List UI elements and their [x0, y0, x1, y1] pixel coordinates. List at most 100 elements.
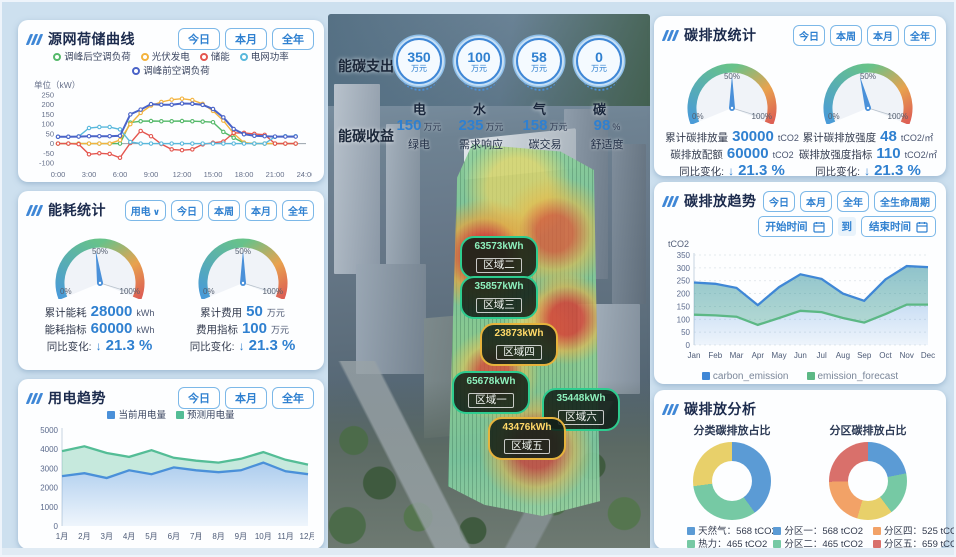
legend-item[interactable]: 光伏发电 — [140, 51, 190, 64]
legend-item[interactable]: 分区五：659 tCO2 — [873, 538, 956, 551]
legend-label: 分区一：568 tCO2 — [784, 526, 863, 537]
range-button-today[interactable]: 今日 — [171, 199, 203, 221]
range-button-year[interactable]: 全年 — [272, 387, 314, 409]
svg-text:Feb: Feb — [708, 351, 722, 360]
svg-text:Jan: Jan — [688, 351, 701, 360]
range-button-year[interactable]: 全年 — [904, 24, 936, 46]
stat-label: 碳排放强度指标 — [798, 149, 873, 161]
zone-label-3[interactable]: 35857kWh 区域三 — [460, 276, 538, 319]
legend-marker — [140, 53, 149, 61]
calendar-icon — [812, 221, 825, 233]
svg-text:Sep: Sep — [857, 351, 872, 360]
building-block — [612, 144, 646, 304]
legend-marker — [773, 527, 782, 535]
legend-marker — [107, 411, 116, 419]
panel-title-icon — [661, 29, 680, 41]
zone-label-4[interactable]: 23873kWh 区域四 — [480, 323, 558, 366]
legend-label: 分区五：659 tCO2 — [884, 539, 956, 550]
range-button-today[interactable]: 今日 — [763, 190, 795, 212]
legend-marker — [132, 67, 141, 75]
legend-item[interactable]: 预测用电量 — [176, 409, 235, 422]
stat-value: 110 — [876, 145, 901, 162]
legend-marker — [239, 53, 248, 61]
zone-label-5[interactable]: 43476kWh 区域五 — [488, 417, 566, 460]
range-button-month[interactable]: 本月 — [867, 24, 899, 46]
range-button-today[interactable]: 今日 — [178, 387, 220, 409]
range-button-month[interactable]: 本月 — [225, 387, 267, 409]
range-button-week[interactable]: 本周 — [830, 24, 862, 46]
kpi-circle-electricity[interactable]: 350 万元 — [396, 38, 442, 91]
zone-name: 区域二 — [476, 258, 522, 273]
legend-label: 电网功率 — [250, 52, 289, 63]
legend-marker — [806, 372, 815, 380]
kpi-value: 58 — [531, 48, 547, 65]
range-button-year[interactable]: 全年 — [282, 199, 314, 221]
revenue-value: 235 — [458, 117, 484, 134]
legend-item[interactable]: 分区二：465 tCO2 — [773, 538, 863, 551]
svg-text:3000: 3000 — [40, 464, 58, 473]
panel-title-icon — [25, 392, 44, 404]
kpi-circle-water[interactable]: 100 万元 — [456, 38, 502, 91]
legend-item[interactable]: 当前用电量 — [107, 409, 166, 422]
revenue-value: 98 — [593, 117, 611, 134]
stat-value: 21.3 % — [738, 162, 785, 179]
legend-item[interactable]: 分区一：568 tCO2 — [773, 525, 863, 538]
range-button-week[interactable]: 本周 — [208, 199, 240, 221]
svg-text:0%: 0% — [60, 287, 72, 296]
revenue-item: 98% 舒适度 — [572, 117, 642, 152]
panel-title: 碳排放统计 — [684, 27, 757, 43]
kpi-circle-carbon[interactable]: 0 万元 — [576, 38, 622, 91]
kpi-value: 100 — [467, 48, 491, 65]
legend-item[interactable]: 电网功率 — [239, 51, 289, 64]
legend-marker — [687, 540, 696, 548]
revenue-item: 158 万元 碳交易 — [510, 117, 580, 152]
svg-text:Jul: Jul — [817, 351, 827, 360]
range-button-year[interactable]: 全年 — [837, 190, 869, 212]
building-block — [334, 84, 380, 274]
stat-label: 同比变化: — [46, 341, 92, 353]
legend-label: 调峰前空调负荷 — [143, 66, 210, 77]
legend-item[interactable]: carbon_emission — [701, 370, 789, 383]
start-time-picker[interactable]: 开始时间 — [757, 216, 833, 237]
stat-label: 同比变化: — [189, 341, 235, 353]
kpi-circle-gas[interactable]: 58 万元 — [516, 38, 562, 91]
range-button-month[interactable]: 本月 — [225, 28, 267, 50]
zone-energy-value: 35448kWh — [556, 393, 606, 404]
zone-label-2[interactable]: 63573kWh 区域二 — [460, 236, 538, 279]
svg-text:0: 0 — [50, 139, 54, 148]
zone-label-1[interactable]: 65678kWh 区域一 — [452, 371, 530, 414]
svg-text:12:00: 12:00 — [173, 170, 192, 179]
range-button-month[interactable]: 本月 — [245, 199, 277, 221]
end-time-picker[interactable]: 结束时间 — [861, 216, 936, 237]
svg-text:100: 100 — [41, 120, 54, 129]
range-button-year[interactable]: 全年 — [272, 28, 314, 50]
legend-item[interactable]: 储能 — [199, 51, 230, 64]
svg-text:-100: -100 — [39, 159, 54, 168]
legend-item[interactable]: emission_forecast — [806, 370, 898, 383]
svg-text:-50: -50 — [43, 149, 54, 158]
kpi-unit: 万元 — [471, 63, 487, 73]
legend-item[interactable]: 热力：465 tCO2 — [687, 538, 777, 551]
legend-item[interactable]: 天然气：568 tCO2 — [687, 525, 777, 538]
range-button-today[interactable]: 今日 — [178, 28, 220, 50]
arrow-down-icon: ↓ — [728, 164, 735, 178]
zone-energy-value: 63573kWh — [474, 241, 524, 252]
svg-text:10月: 10月 — [255, 532, 272, 541]
range-button-lifecycle[interactable]: 全生命周期 — [874, 190, 936, 212]
zone-energy-value: 65678kWh — [466, 376, 516, 387]
revenue-row-label: 能碳收益 — [338, 128, 394, 144]
range-button-today[interactable]: 今日 — [793, 24, 825, 46]
range-button-month[interactable]: 本月 — [800, 190, 832, 212]
legend-item[interactable]: 调峰前空调负荷 — [132, 65, 210, 78]
zone-energy-value: 43476kWh — [502, 422, 552, 433]
revenue-unit: 万元 — [485, 122, 504, 132]
energy-type-dropdown[interactable]: 用电 ∨ — [124, 199, 166, 221]
legend-label: 天然气：568 tCO2 — [698, 526, 777, 537]
kpi-name-water: 水 — [473, 102, 487, 117]
svg-text:100: 100 — [677, 315, 691, 324]
legend-item[interactable]: 调峰后空调负荷 — [53, 51, 131, 64]
stat-label: 累计能耗 — [44, 307, 87, 319]
svg-text:250: 250 — [41, 91, 54, 100]
legend-item[interactable]: 分区四：525 tCO2 — [873, 525, 954, 538]
svg-text:6:00: 6:00 — [113, 170, 128, 179]
